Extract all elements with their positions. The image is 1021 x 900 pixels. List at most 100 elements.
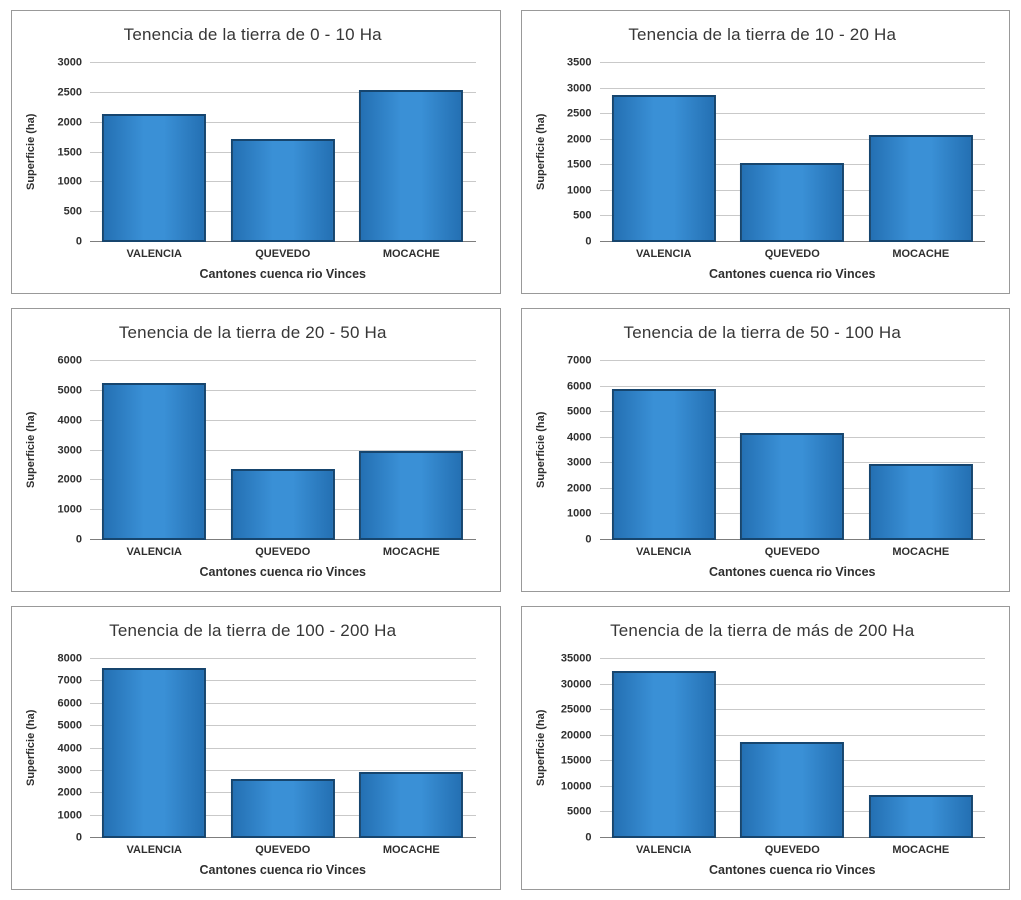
y-tick-label: 1000 — [57, 503, 82, 516]
y-tick-label: 3500 — [567, 56, 592, 69]
y-tick-label: 15000 — [560, 754, 592, 767]
gridline — [599, 87, 985, 89]
gridline — [90, 702, 476, 704]
bar-mocache — [359, 451, 464, 540]
gridline — [90, 91, 476, 93]
x-tick-row: VALENCIA QUEVEDO MOCACHE — [90, 540, 476, 562]
chart-panel: Tenencia de la tierra de 50 - 100 Ha Supe… — [520, 308, 1010, 592]
y-tick-label: 5000 — [567, 405, 592, 418]
x-tick-label: VALENCIA — [636, 546, 692, 558]
gridline — [90, 725, 476, 727]
plot-column: 0 1000 2000 3000 4000 5000 6000 7000 VALENCIA QUE… — [550, 353, 994, 583]
bar-valencia — [102, 383, 207, 540]
chart-panel: Tenencia de la tierra de 0 - 10 Ha Superf… — [11, 10, 501, 294]
x-tick-row: VALENCIA QUEVEDO MOCACHE — [600, 540, 986, 562]
chart-title: Tenencia de la tierra de 20 - 50 Ha — [118, 323, 387, 342]
y-tick-label: 2000 — [57, 116, 82, 129]
chart-area: Superficie (ha) 0 1000 2000 3000 4000 5000 6000… — [532, 353, 994, 583]
x-tick-label: MOCACHE — [382, 546, 440, 558]
bar-quevedo — [740, 162, 845, 242]
chart-panel: Tenencia de la tierra de 20 - 50 Ha Super… — [11, 308, 501, 592]
bar-mocache — [868, 794, 973, 838]
x-tick-row: VALENCIA QUEVEDO MOCACHE — [600, 242, 986, 264]
x-tick-label: QUEVEDO — [764, 546, 820, 558]
chart-title: Tenencia de la tierra de 10 - 20 Ha — [628, 25, 897, 44]
x-tick-label: VALENCIA — [636, 248, 692, 260]
x-tick-label: MOCACHE — [892, 546, 950, 558]
y-tick-label: 2500 — [57, 86, 82, 99]
plot-area: 0 5000 10000 15000 20000 25000 30000 35000 — [561, 653, 985, 843]
chart-panel: Tenencia de la tierra de 10 - 20 Ha Super… — [520, 10, 1010, 294]
bar-quevedo — [740, 432, 845, 540]
x-tick-label: QUEVEDO — [255, 546, 311, 558]
y-tick-label: 0 — [75, 533, 82, 546]
gridline — [599, 62, 985, 63]
y-axis-title: Superficie (ha) — [534, 411, 547, 489]
gridline — [90, 389, 476, 391]
x-tick-label: QUEVEDO — [255, 248, 311, 260]
bar-valencia — [611, 671, 716, 838]
gridline — [90, 419, 476, 421]
plot-column: 0 5000 10000 15000 20000 25000 30000 35000 VALEN… — [550, 651, 994, 881]
y-tick-label: 1500 — [567, 158, 592, 171]
chart-panel: Tenencia de la tierra de más de 200 Ha Su… — [520, 606, 1010, 890]
bar-mocache — [868, 463, 973, 540]
gridline — [90, 680, 476, 682]
y-tick-label: 3000 — [567, 456, 592, 469]
gridline — [599, 385, 985, 387]
plot-column: 0 500 1000 1500 2000 2500 3000 3500 VALENCIA QUEV… — [550, 55, 994, 285]
gridline — [599, 683, 985, 685]
y-tick-label: 2500 — [567, 107, 592, 120]
gridline — [90, 360, 476, 361]
gridline — [90, 769, 476, 771]
y-tick-label: 1500 — [57, 146, 82, 158]
bar-mocache — [359, 89, 464, 242]
plot-area: 0 500 1000 1500 2000 2500 3000 3500 — [567, 57, 985, 247]
y-tick-label: 8000 — [57, 652, 82, 665]
gridline — [599, 411, 985, 413]
y-tick-label: 4000 — [57, 742, 82, 754]
bar-quevedo — [740, 742, 845, 838]
y-tick-label: 25000 — [560, 703, 592, 716]
x-tick-label: QUEVEDO — [255, 844, 311, 856]
y-tick-label: 3000 — [567, 82, 592, 95]
chart-title: Tenencia de la tierra de 0 - 10 Ha — [123, 25, 382, 44]
y-axis-title: Superficie (ha) — [534, 113, 547, 191]
y-tick-label: 2000 — [57, 473, 82, 486]
x-axis-title: Cantones cuenca rio Vinces — [199, 267, 367, 281]
x-tick-label: VALENCIA — [126, 546, 182, 558]
plot-column: 0 1000 2000 3000 4000 5000 6000 VALENCIA QUEVEDO… — [40, 353, 484, 583]
x-tick-label: VALENCIA — [636, 844, 692, 856]
x-axis-title: Cantones cuenca rio Vinces — [709, 863, 876, 877]
y-tick-label: 4000 — [567, 431, 592, 444]
y-tick-label: 4000 — [57, 414, 82, 427]
gridline — [90, 62, 476, 63]
gridline — [90, 747, 476, 749]
gridline — [599, 658, 985, 659]
y-tick-label: 1000 — [57, 175, 82, 188]
y-axis-title: Superficie (ha) — [25, 411, 37, 489]
chart-area: Superficie (ha) 0 1000 2000 3000 4000 5000 6000… — [22, 651, 484, 881]
gridline — [599, 138, 985, 140]
gridline — [599, 709, 985, 711]
bar-mocache — [359, 772, 464, 838]
y-tick-label: 2000 — [567, 133, 592, 146]
bar-valencia — [611, 95, 716, 242]
y-tick-label: 6000 — [567, 380, 592, 393]
y-tick-label: 0 — [585, 831, 592, 844]
plot-column: 0 500 1000 1500 2000 2500 3000 VALENCIA QUEVEDO M… — [40, 55, 484, 285]
y-tick-label: 20000 — [560, 729, 592, 742]
x-tick-label: QUEVEDO — [764, 844, 820, 856]
y-tick-label: 3000 — [57, 56, 82, 69]
x-tick-label: MOCACHE — [892, 844, 950, 856]
y-tick-label: 500 — [573, 209, 592, 222]
y-tick-label: 6000 — [57, 354, 82, 367]
plot-area: 0 1000 2000 3000 4000 5000 6000 7000 — [567, 355, 985, 545]
gridline — [599, 360, 985, 361]
chart-area: Superficie (ha) 0 500 1000 1500 2000 2500 3000 3… — [532, 55, 994, 285]
bar-quevedo — [230, 469, 335, 540]
chart-area: Superficie (ha) 0 1000 2000 3000 4000 5000 6000… — [22, 353, 484, 583]
y-tick-label: 30000 — [560, 678, 592, 691]
y-tick-label: 0 — [75, 831, 82, 844]
bar-valencia — [611, 389, 716, 540]
